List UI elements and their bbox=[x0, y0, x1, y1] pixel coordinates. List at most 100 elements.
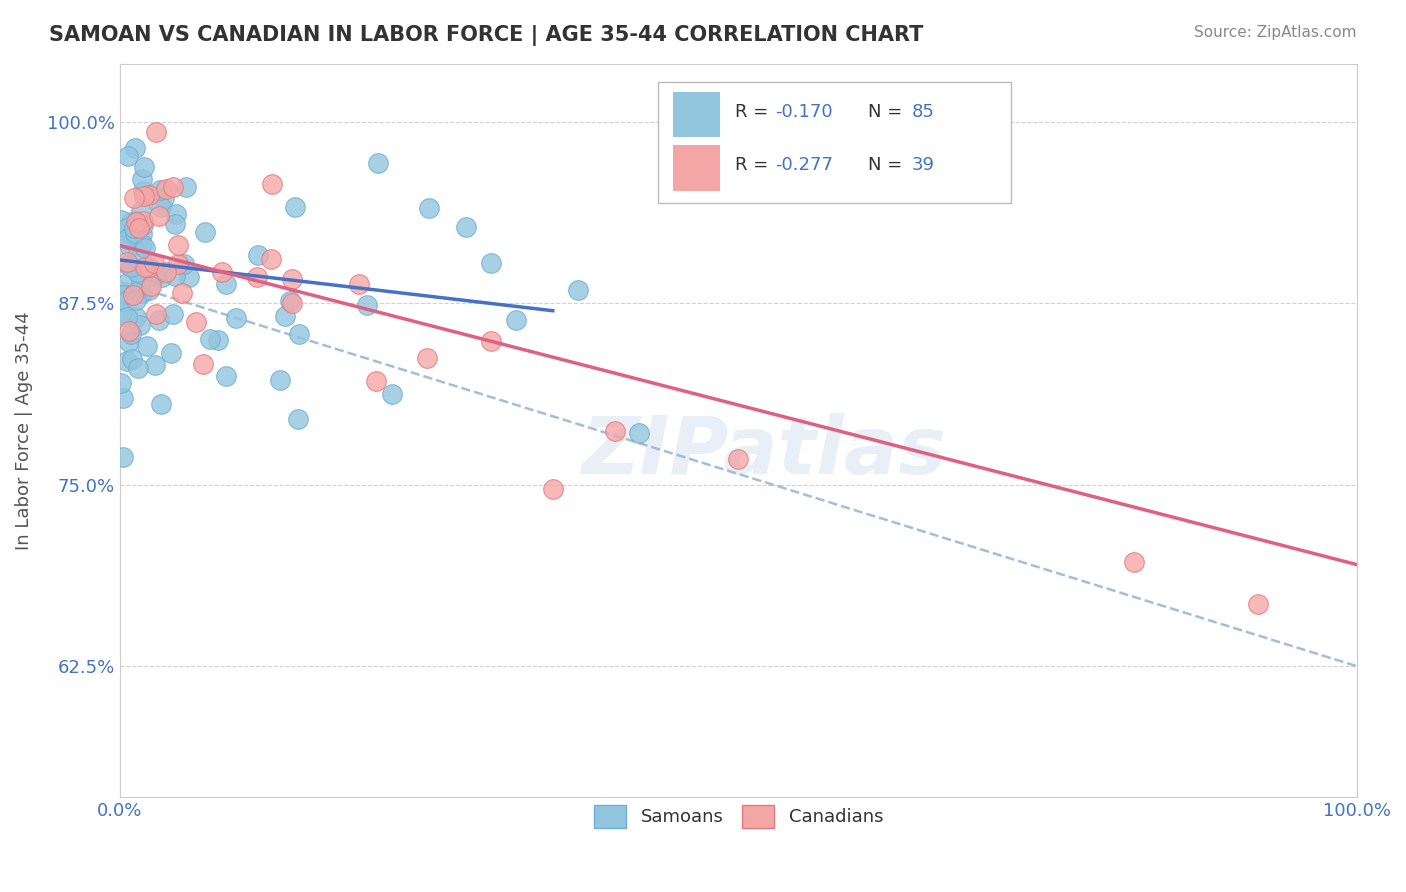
Point bbox=[274, 309, 297, 323]
FancyBboxPatch shape bbox=[658, 82, 1011, 203]
Text: N =: N = bbox=[869, 156, 908, 174]
Point bbox=[567, 283, 589, 297]
Point bbox=[125, 215, 148, 229]
Point bbox=[260, 252, 283, 267]
Point bbox=[246, 270, 269, 285]
Point bbox=[287, 412, 309, 426]
Point bbox=[131, 274, 153, 288]
Point bbox=[115, 232, 138, 246]
Point bbox=[122, 220, 145, 235]
Point bbox=[125, 310, 148, 324]
Bar bbox=[673, 92, 720, 137]
Point bbox=[541, 483, 564, 497]
Point bbox=[162, 180, 184, 194]
Point bbox=[1247, 597, 1270, 611]
Point bbox=[149, 396, 172, 410]
Point bbox=[160, 346, 183, 360]
Point bbox=[117, 310, 139, 325]
Point bbox=[132, 160, 155, 174]
Point bbox=[125, 293, 148, 307]
Point bbox=[115, 276, 138, 290]
Point bbox=[125, 214, 148, 228]
Point bbox=[165, 207, 187, 221]
Point bbox=[124, 141, 146, 155]
Point bbox=[134, 189, 156, 203]
Point bbox=[128, 221, 150, 235]
Point bbox=[120, 327, 142, 342]
Point bbox=[381, 387, 404, 401]
Point bbox=[356, 297, 378, 311]
Point bbox=[128, 318, 150, 332]
Point bbox=[143, 256, 166, 270]
Text: -0.170: -0.170 bbox=[776, 103, 834, 120]
Point bbox=[174, 180, 197, 194]
Point bbox=[132, 214, 155, 228]
Point bbox=[149, 183, 172, 197]
Text: 39: 39 bbox=[911, 156, 935, 174]
Point bbox=[112, 450, 135, 464]
Point bbox=[163, 217, 186, 231]
Point bbox=[347, 277, 370, 291]
Bar bbox=[673, 145, 720, 191]
Point bbox=[211, 264, 233, 278]
Point bbox=[281, 272, 304, 286]
Point bbox=[138, 260, 160, 274]
Point bbox=[115, 353, 138, 368]
Point bbox=[134, 241, 156, 255]
Point bbox=[456, 219, 478, 234]
Point bbox=[134, 260, 156, 274]
Point bbox=[111, 304, 134, 318]
Point bbox=[184, 315, 207, 329]
Point bbox=[120, 260, 142, 275]
Point bbox=[479, 334, 502, 348]
Point bbox=[1123, 555, 1146, 569]
Point bbox=[115, 220, 138, 235]
Point bbox=[727, 452, 749, 467]
Point bbox=[149, 200, 172, 214]
Point bbox=[152, 192, 174, 206]
Point bbox=[117, 149, 139, 163]
Point bbox=[479, 256, 502, 270]
Text: N =: N = bbox=[869, 103, 908, 120]
Point bbox=[148, 209, 170, 223]
Point bbox=[132, 219, 155, 233]
Point bbox=[135, 339, 157, 353]
Point bbox=[118, 240, 141, 254]
Point bbox=[364, 374, 387, 388]
Point bbox=[191, 357, 214, 371]
Point bbox=[112, 286, 135, 301]
Point bbox=[111, 391, 134, 405]
Point bbox=[121, 227, 143, 242]
Point bbox=[127, 245, 149, 260]
Text: SAMOAN VS CANADIAN IN LABOR FORCE | AGE 35-44 CORRELATION CHART: SAMOAN VS CANADIAN IN LABOR FORCE | AGE … bbox=[49, 25, 924, 46]
Point bbox=[145, 358, 167, 372]
Point bbox=[111, 287, 134, 301]
Point bbox=[122, 288, 145, 302]
Point bbox=[418, 202, 440, 216]
Point bbox=[127, 360, 149, 375]
Point bbox=[246, 248, 269, 262]
Point bbox=[150, 270, 173, 285]
Point bbox=[143, 268, 166, 282]
Y-axis label: In Labor Force | Age 35-44: In Labor Force | Age 35-44 bbox=[15, 311, 32, 549]
Point bbox=[131, 172, 153, 186]
Point bbox=[145, 125, 167, 139]
Point bbox=[288, 326, 311, 341]
Point bbox=[155, 265, 177, 279]
Text: ZIPatlas: ZIPatlas bbox=[581, 413, 946, 491]
Text: -0.277: -0.277 bbox=[776, 156, 834, 174]
Point bbox=[603, 424, 626, 438]
Point bbox=[166, 238, 188, 252]
Text: 85: 85 bbox=[911, 103, 935, 120]
Text: R =: R = bbox=[735, 103, 773, 120]
Point bbox=[416, 351, 439, 365]
Point bbox=[110, 213, 132, 227]
Point bbox=[262, 177, 284, 191]
Point bbox=[139, 279, 162, 293]
Point bbox=[132, 265, 155, 279]
Text: R =: R = bbox=[735, 156, 773, 174]
Point bbox=[367, 156, 389, 170]
Point bbox=[132, 184, 155, 198]
Point bbox=[173, 257, 195, 271]
Point bbox=[112, 222, 135, 236]
